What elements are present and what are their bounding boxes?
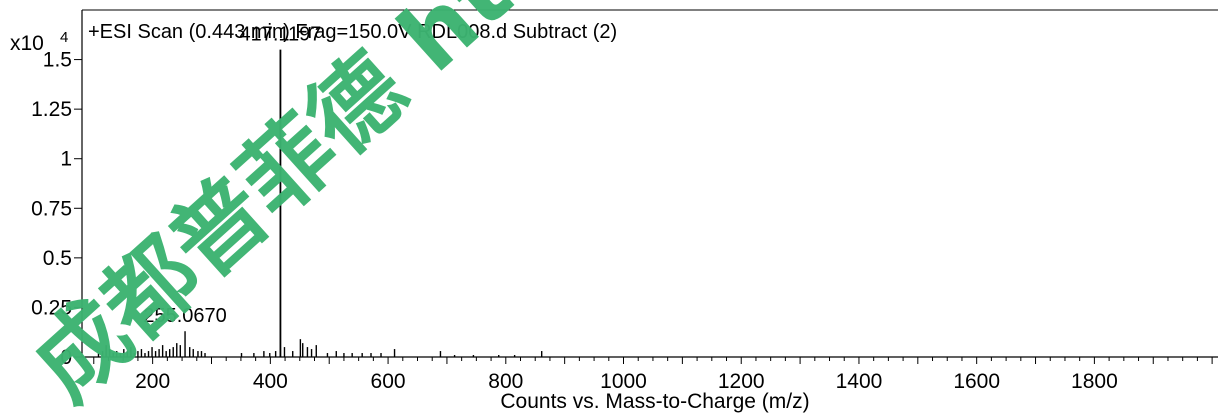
y-tick-label: 0: [60, 346, 72, 369]
x-tick-label: 600: [371, 370, 406, 393]
y-multiplier-exponent: 4: [60, 29, 68, 46]
y-tick-label: 0.5: [43, 247, 72, 270]
y-multiplier-label: x10: [10, 32, 44, 55]
plot-frame: [81, 9, 1218, 358]
x-axis-label: Counts vs. Mass-to-Charge (m/z): [500, 390, 809, 413]
x-tick-label: 1200: [718, 370, 765, 393]
y-tick-label: 1: [60, 148, 72, 171]
x-tick-label: 200: [135, 370, 170, 393]
y-axis-ticks: 0 0.25 0.5 0.75 1 1.25 1.5: [31, 49, 82, 369]
chart-title: +ESI Scan (0.443 min) Frag=150.0V RDL008…: [88, 21, 617, 43]
y-tick-label: 0.75: [31, 197, 72, 220]
x-tick-label: 800: [488, 370, 523, 393]
x-axis-ticks: 200 400 600 800 1000 1200 1400 1600 1800: [93, 357, 1213, 393]
peak-label: 255.0670: [143, 305, 226, 327]
x-tick-label: 1400: [836, 370, 883, 393]
y-tick-label: 0.25: [31, 296, 72, 319]
y-tick-label: 1.5: [43, 49, 72, 72]
spectrum-peaks: [97, 49, 543, 357]
x-tick-label: 1600: [953, 370, 1000, 393]
x-tick-label: 400: [253, 370, 288, 393]
y-tick-label: 1.25: [31, 98, 72, 121]
x-tick-label: 1000: [600, 370, 647, 393]
peak-annotations: 417.1197 255.0670: [143, 24, 321, 328]
peak-label: 417.1197: [239, 24, 321, 46]
x-tick-label: 1800: [1071, 370, 1118, 393]
